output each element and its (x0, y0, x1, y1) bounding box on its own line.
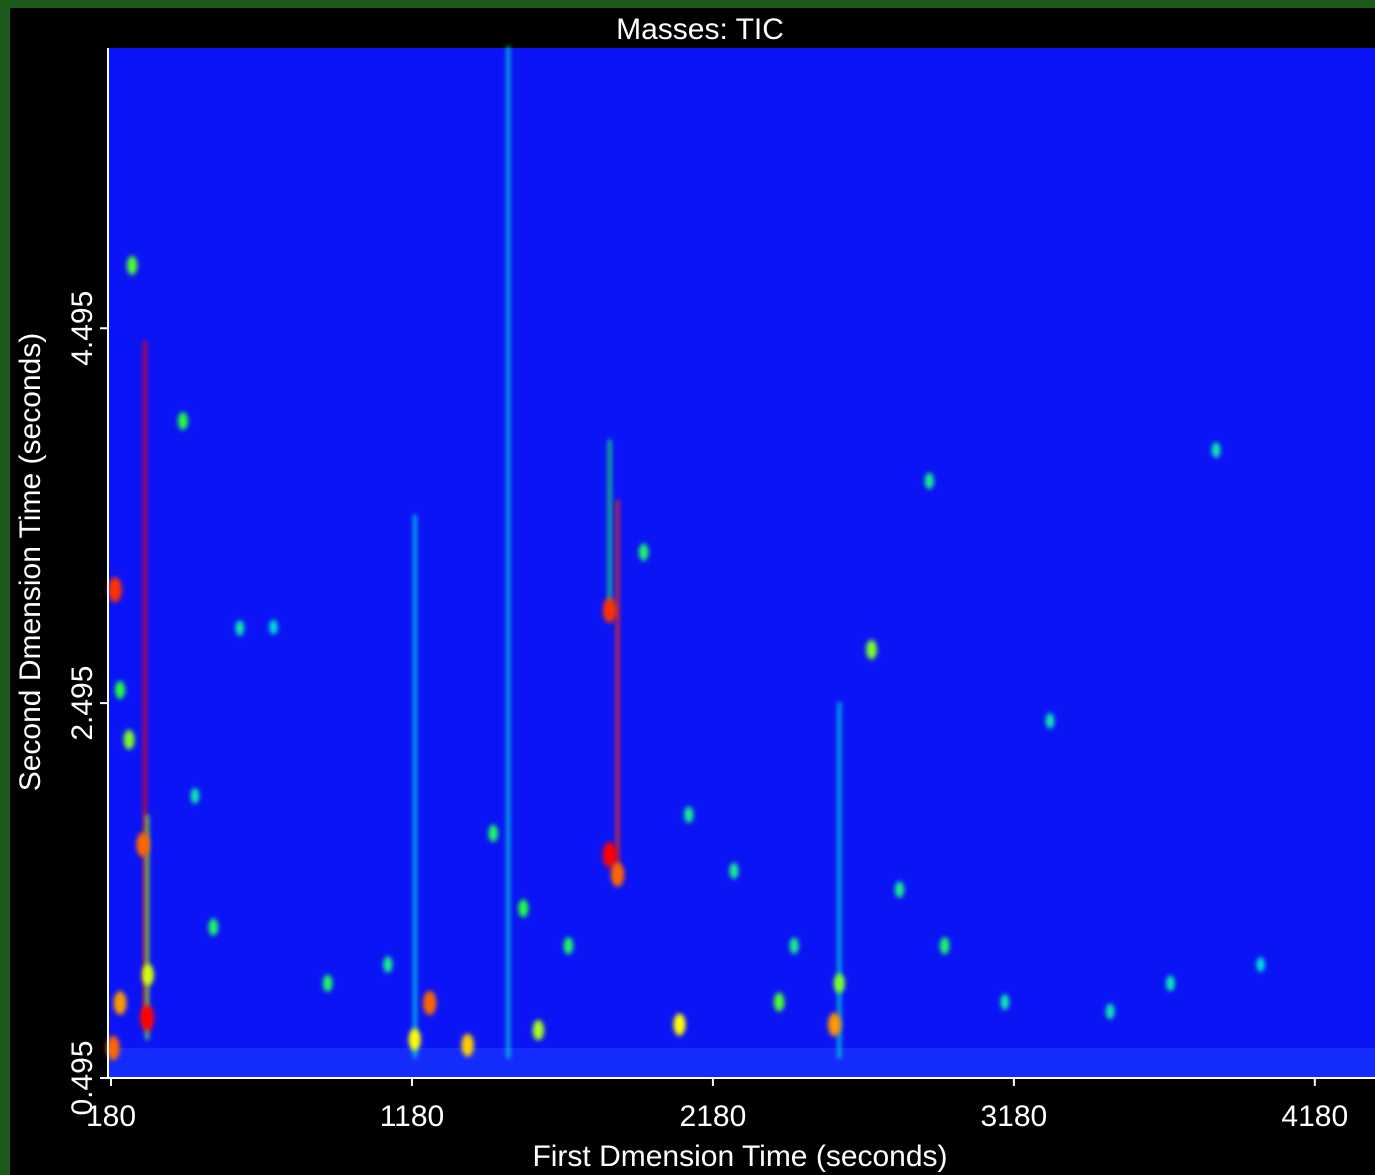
peak (108, 577, 122, 603)
peak (190, 788, 200, 804)
peak (461, 1033, 474, 1057)
streak (608, 439, 612, 611)
peak (142, 964, 154, 986)
x-tick-label: 180 (86, 1100, 136, 1133)
peak (1211, 442, 1221, 458)
chart-title: Masses: TIC (616, 13, 784, 46)
peak (136, 832, 150, 857)
peak (532, 1020, 544, 1041)
streak (143, 340, 147, 1020)
x-tick-label: 1180 (380, 1100, 445, 1133)
y-tick-label: 4.495 (66, 291, 99, 366)
peak (322, 974, 333, 992)
y-tick-label: 0.495 (66, 1040, 99, 1115)
peak (684, 806, 694, 823)
peak (423, 990, 437, 1016)
peak (602, 597, 617, 623)
peak (269, 619, 278, 635)
peak (208, 918, 219, 936)
streak (506, 46, 510, 1059)
baseline-band (108, 1048, 1375, 1078)
peak (1256, 957, 1265, 972)
x-axis-label: First Dmension Time (seconds) (532, 1140, 947, 1173)
heatmap-background (108, 48, 1375, 1078)
peak (115, 680, 126, 699)
x-tick-label: 3180 (980, 1100, 1047, 1133)
peak (773, 992, 785, 1012)
peak (1045, 713, 1055, 729)
plot-area (106, 46, 1375, 1078)
peak (563, 937, 574, 955)
streak (616, 499, 620, 881)
peak (828, 1012, 841, 1037)
peak (638, 543, 649, 561)
streak (413, 514, 417, 1059)
peak (106, 1035, 120, 1061)
peak (140, 1005, 155, 1032)
peak (518, 899, 529, 918)
streak (837, 702, 841, 1059)
peak (789, 937, 799, 955)
peak (488, 824, 499, 842)
peak (177, 412, 188, 431)
y-tick-label: 2.495 (66, 666, 99, 741)
peak (1105, 1003, 1115, 1020)
streak (145, 814, 149, 1040)
peak (610, 862, 625, 887)
x-tick-label: 4180 (1281, 1100, 1348, 1133)
peak (126, 256, 138, 275)
peak (833, 973, 845, 994)
peak (602, 841, 617, 868)
peak (408, 1028, 421, 1051)
peak (866, 639, 877, 660)
peak (1165, 975, 1175, 992)
x-tick-label: 2180 (680, 1100, 747, 1133)
peak (924, 472, 934, 490)
peak (894, 881, 905, 898)
peak (729, 862, 739, 880)
peak (1000, 994, 1010, 1010)
peak (383, 956, 393, 973)
peak (673, 1013, 686, 1036)
peak (123, 729, 135, 750)
peak (113, 991, 127, 1015)
peak (939, 937, 950, 955)
peak (235, 620, 245, 636)
y-axis-label: Second Dmension Time (seconds) (14, 333, 47, 792)
